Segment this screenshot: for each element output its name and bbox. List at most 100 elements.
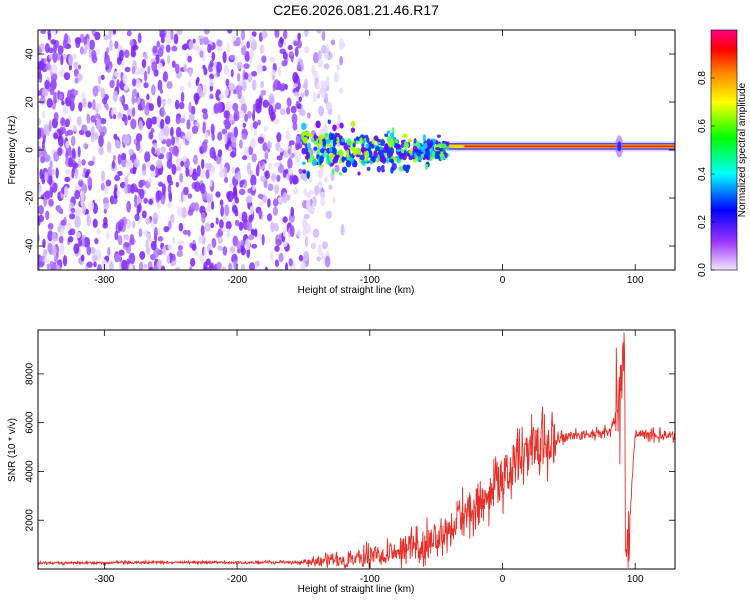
spectrogram-ytick-label: 40 [25,48,36,60]
spectrogram-ylabel: Frequency (Hz) [7,116,18,185]
spectrogram-xlabel: Height of straight line (km) [298,285,415,296]
noise-blob [179,172,184,183]
noise-blob [52,51,58,63]
noise-blob [203,247,207,259]
noise-blob [86,261,93,268]
noise-blob [41,140,45,150]
noise-blob [134,78,142,89]
noise-blob [138,261,144,270]
noise-blob [93,261,97,268]
noise-blob [116,79,120,91]
noise-blob [232,102,239,112]
snr-xlabel: Height of straight line (km) [298,584,415,595]
noise-blob [186,119,191,130]
noise-blob [250,70,258,77]
noise-blob [303,250,310,262]
snr-ytick-label: 6000 [25,411,36,434]
noise-blob [337,114,341,126]
noise-blob [120,152,127,161]
noise-blob [105,104,109,111]
noise-blob [209,73,214,80]
noise-blob [202,112,209,120]
noise-blob [73,243,80,255]
noise-blob [243,63,250,69]
scintillation-blob [431,151,436,160]
noise-blob [282,227,287,238]
noise-blob [282,51,288,60]
noise-blob [160,36,165,44]
noise-blob [200,158,205,170]
noise-blob [85,130,92,138]
scintillation-blob [325,138,331,145]
noise-blob [204,163,210,169]
noise-blob [231,204,238,214]
noise-blob [251,79,257,91]
noise-blob [48,174,53,186]
noise-blob [260,89,267,96]
noise-blob [112,154,117,161]
noise-blob [100,74,105,81]
noise-blob [77,145,81,158]
noise-blob [282,216,288,223]
noise-blob [100,182,105,191]
figure-title: C2E6.2026.081.21.46.R17 [273,2,439,18]
noise-blob [182,229,189,235]
noise-blob [272,198,279,207]
noise-blob [224,132,228,145]
noise-blob [160,106,165,118]
noise-blob [240,247,246,256]
noise-blob [216,61,223,73]
noise-blob [325,210,332,219]
noise-blob [38,127,42,140]
noise-blob [233,109,240,122]
scintillation-blob [430,140,434,148]
noise-blob [282,192,288,204]
noise-blob [74,216,81,228]
noise-blob [177,240,185,246]
noise-blob [261,55,267,63]
noise-blob [190,105,196,116]
noise-blob [70,135,76,147]
noise-blob [251,243,258,249]
noise-blob [324,255,331,268]
scintillation-blob [413,152,417,159]
noise-blob [248,262,256,270]
scintillation-blob [402,164,408,172]
noise-blob [132,107,136,117]
scintillation-blob [306,151,310,159]
noise-blob [317,49,322,61]
noise-blob [215,217,219,225]
scintillation-blob [338,171,342,176]
noise-blob [339,55,344,66]
colorbar-tick-label: 0.2 [697,215,708,229]
noise-blob [252,103,256,113]
noise-blob [259,201,263,207]
noise-blob [236,72,241,82]
noise-blob [179,117,186,124]
noise-blob [316,256,322,262]
scintillation-blob [326,153,330,162]
scintillation-blob [302,136,309,144]
noise-blob [83,236,91,248]
noise-blob [137,32,142,44]
noise-blob [211,237,217,248]
noise-blob [291,113,298,125]
snr-xtick-label: -100 [360,574,380,585]
noise-blob [213,103,220,114]
noise-blob [283,40,287,47]
noise-blob [234,172,240,180]
scintillation-blob [313,146,318,151]
noise-blob [171,60,176,68]
noise-blob [189,166,193,176]
noise-blob [141,98,146,110]
scintillation-blob [380,164,385,171]
noise-blob [96,48,101,55]
noise-blob [215,191,221,198]
noise-blob [167,201,172,208]
noise-blob [134,194,138,205]
scintillation-blob [413,138,417,144]
scintillation-blob [339,122,344,129]
noise-blob [58,69,66,77]
noise-blob [145,117,153,130]
noise-blob [177,245,183,251]
